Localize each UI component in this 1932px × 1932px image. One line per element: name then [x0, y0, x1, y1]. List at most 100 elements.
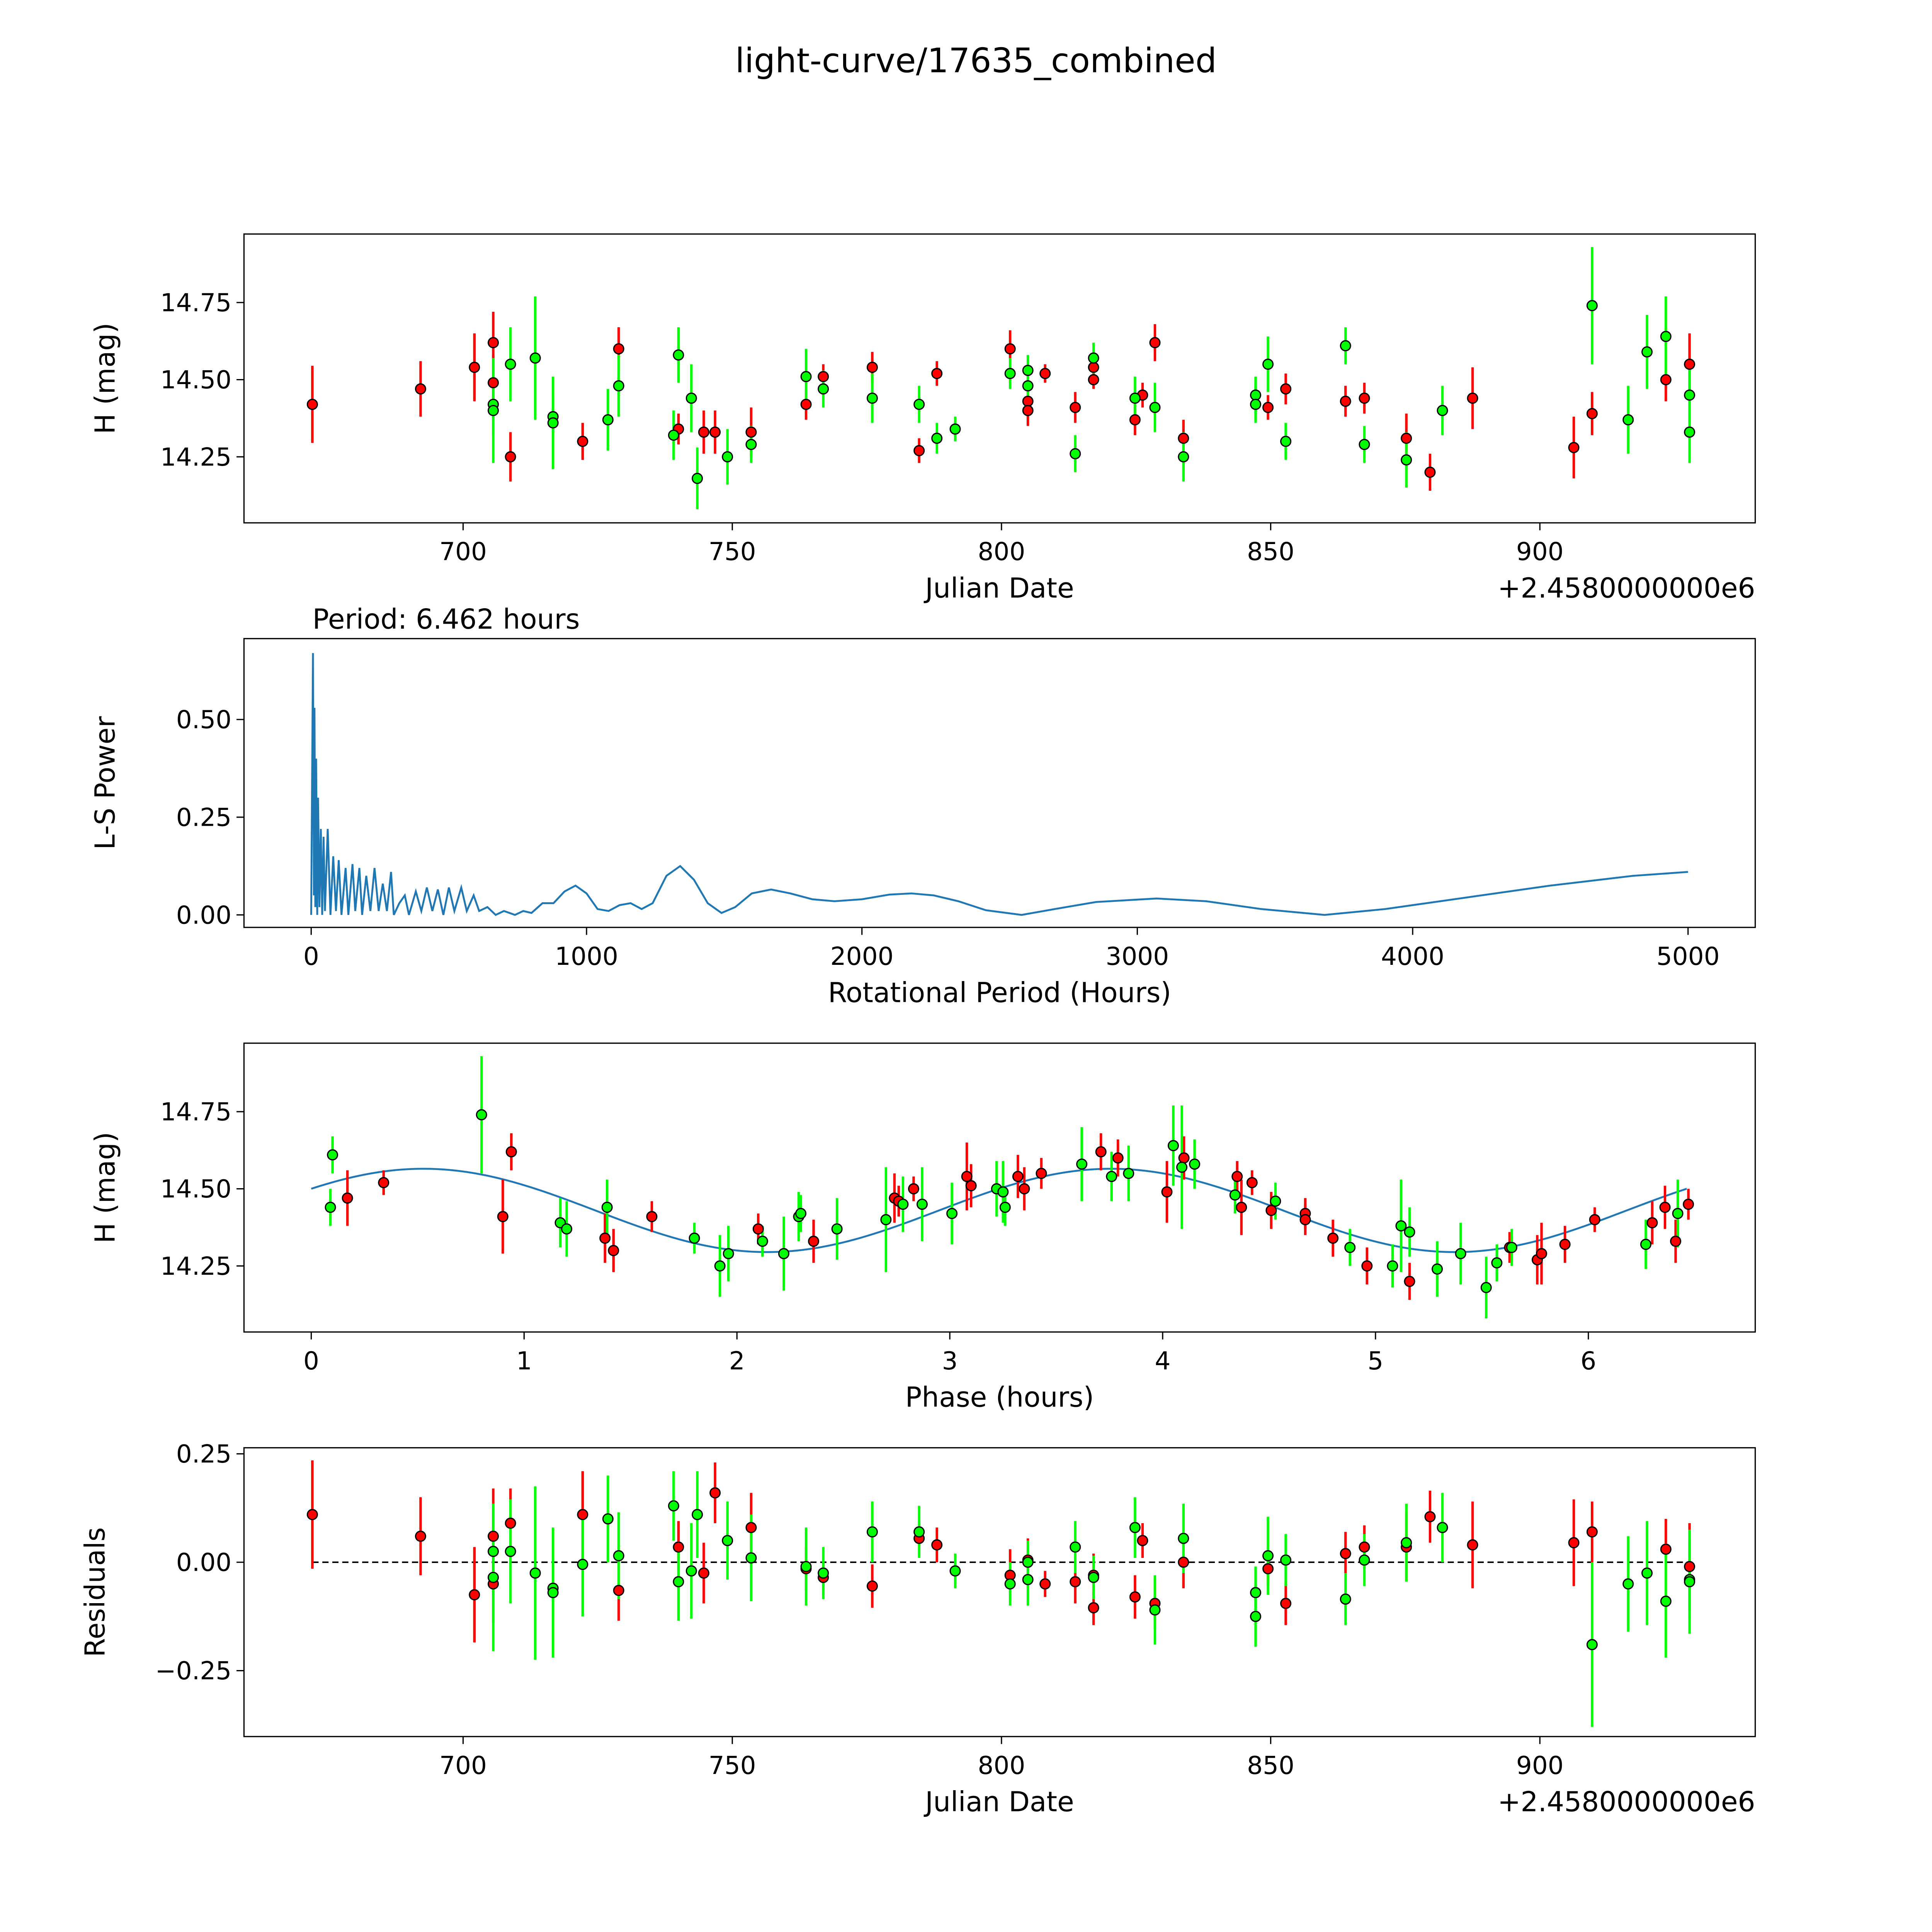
green-data-point [1176, 1162, 1188, 1173]
red-data-point [1586, 408, 1598, 419]
green-data-point [327, 1149, 338, 1161]
red-data-point [1359, 392, 1370, 404]
red-data-point [698, 426, 709, 438]
green-data-point [1455, 1248, 1466, 1259]
red-data-point [1070, 401, 1081, 413]
x-tick-label: 3 [942, 1347, 958, 1376]
red-data-point [1359, 1541, 1370, 1553]
x-tick-label: 700 [439, 1751, 487, 1780]
green-data-point [1401, 1537, 1412, 1549]
red-data-point [488, 337, 499, 349]
red-data-point [1231, 1171, 1243, 1182]
green-data-point [1088, 352, 1099, 364]
green-data-point [1344, 1242, 1356, 1253]
green-data-point [913, 398, 925, 410]
green-data-point [1660, 1595, 1672, 1607]
y-tick-label: 14.75 [160, 1098, 231, 1127]
x-tick-label: 900 [1516, 1751, 1564, 1780]
red-data-point [931, 1539, 943, 1551]
green-data-point [1262, 1550, 1274, 1561]
green-data-point [722, 451, 733, 463]
red-data-point [1178, 1556, 1189, 1568]
green-data-point [505, 359, 516, 370]
red-data-point [613, 343, 624, 355]
red-data-point [745, 1522, 757, 1533]
red-data-point [378, 1177, 389, 1189]
green-data-point [673, 349, 684, 361]
red-data-point [752, 1223, 764, 1235]
y-tick-label: −0.25 [155, 1656, 231, 1685]
red-data-point [1022, 405, 1034, 416]
green-data-point [689, 1232, 700, 1244]
green-data-point [1250, 1587, 1262, 1599]
red-data-point [1660, 374, 1672, 386]
red-data-point [800, 398, 812, 410]
red-data-point [1088, 374, 1099, 386]
green-data-point [1480, 1282, 1492, 1293]
green-data-point [1437, 1522, 1448, 1533]
green-data-point [1640, 1238, 1651, 1250]
green-data-point [577, 1559, 588, 1570]
red-data-point [1467, 392, 1478, 404]
green-data-point [714, 1260, 726, 1272]
green-data-point [1684, 389, 1696, 401]
red-data-point [599, 1232, 611, 1244]
x-tick-label: 900 [1516, 537, 1564, 566]
green-data-point [692, 473, 703, 484]
red-data-point [1424, 1511, 1436, 1522]
red-data-point [1039, 1578, 1051, 1590]
red-data-point [1568, 442, 1580, 453]
red-data-point [1659, 1202, 1671, 1213]
green-data-point [800, 1561, 812, 1572]
red-data-point [808, 1235, 820, 1247]
green-data-point [1149, 401, 1161, 413]
x-tick-label: 2 [729, 1347, 745, 1376]
green-data-point [997, 1186, 1009, 1198]
red-data-point [1684, 1561, 1696, 1572]
green-data-point [745, 439, 757, 450]
red-data-point [505, 1146, 517, 1158]
green-data-point [778, 1248, 789, 1259]
green-data-point [1250, 1611, 1262, 1622]
ls-power-line [310, 653, 1688, 916]
red-data-point [1670, 1235, 1682, 1247]
red-data-point [306, 398, 318, 410]
green-data-point [613, 380, 624, 392]
plot-area [306, 1460, 1696, 1727]
red-data-point [505, 451, 516, 463]
red-data-point [1149, 337, 1161, 349]
red-data-point [1012, 1171, 1024, 1182]
red-data-point [818, 371, 829, 383]
green-data-point [1586, 300, 1598, 311]
red-data-point [1236, 1202, 1247, 1213]
red-data-point [1536, 1248, 1547, 1259]
red-data-point [1401, 432, 1412, 444]
x-offset-text: +2.4580000000e6 [1498, 572, 1755, 604]
green-data-point [913, 1526, 925, 1537]
y-axis-label: H (mag) [89, 323, 121, 434]
green-data-point [1178, 451, 1189, 463]
y-tick-label: 0.25 [176, 803, 231, 832]
green-data-point [1641, 1567, 1653, 1579]
green-data-point [897, 1199, 909, 1210]
y-tick-label: 14.25 [160, 1252, 231, 1281]
x-tick-label: 750 [709, 1751, 756, 1780]
green-data-point [685, 1565, 697, 1577]
green-data-point [795, 1208, 806, 1219]
x-axis-label: Julian Date [923, 572, 1074, 604]
red-data-point [1039, 368, 1051, 379]
x-tick-label: 0 [303, 1347, 319, 1376]
red-data-point [1646, 1217, 1658, 1228]
green-data-point [1432, 1263, 1443, 1275]
x-tick-label: 6 [1580, 1347, 1596, 1376]
red-data-point [931, 368, 943, 379]
red-data-point [505, 1517, 516, 1529]
red-data-point [1280, 383, 1292, 395]
green-data-point [547, 417, 559, 429]
plot-area [310, 653, 1688, 916]
red-data-point [1178, 432, 1189, 444]
red-data-point [1340, 1548, 1351, 1560]
green-data-point [1178, 1532, 1189, 1544]
green-data-point [692, 1509, 703, 1520]
x-offset-text: +2.4580000000e6 [1498, 1786, 1755, 1818]
